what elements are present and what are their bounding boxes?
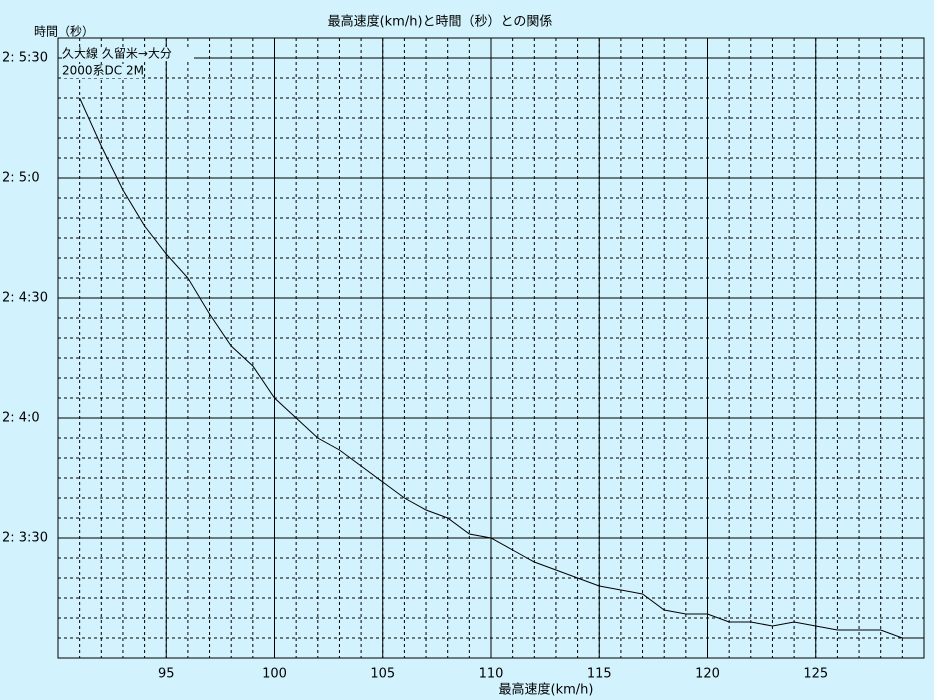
x-tick-label: 95 — [158, 667, 175, 682]
plot-frame — [57, 37, 925, 659]
annotation: 2000系DC 2M — [62, 64, 144, 78]
y-tick-label: 2: 3:30 — [2, 531, 48, 546]
annotation-bg — [62, 47, 194, 61]
x-tick-label: 100 — [262, 667, 287, 682]
chart-title: 最高速度(km/h)と時間（秒）との関係 — [328, 14, 553, 30]
y-tick-label: 2: 5:0 — [2, 171, 40, 186]
annotation: 久大線 久留米→大分 — [62, 46, 172, 61]
x-tick-label: 120 — [695, 667, 720, 682]
data-line — [79, 97, 924, 639]
x-tick-label: 110 — [479, 667, 504, 682]
x-tick-label: 115 — [587, 667, 612, 682]
y-tick-label: 2: 4:0 — [2, 411, 40, 426]
y-tick-label: 2: 5:30 — [2, 51, 48, 66]
x-tick-label: 125 — [803, 667, 828, 682]
y-axis-label: 時間（秒） — [34, 25, 94, 39]
x-tick-label: 105 — [370, 667, 395, 682]
y-tick-label: 2: 4:30 — [2, 291, 48, 306]
annotation-bg — [62, 64, 142, 78]
x-axis-label: 最高速度(km/h) — [499, 682, 594, 698]
